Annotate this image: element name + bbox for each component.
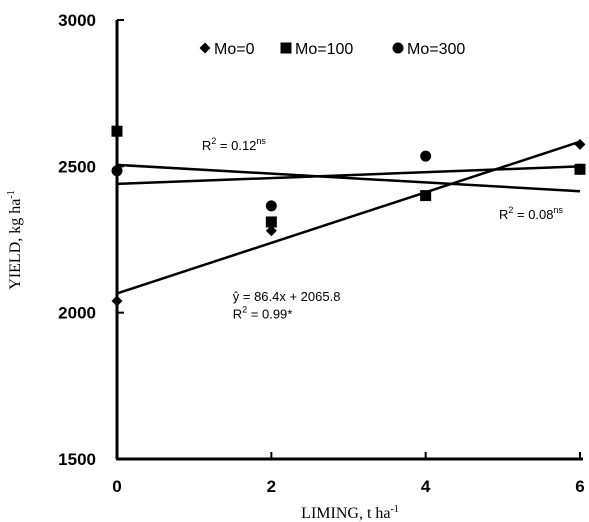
annotation-3: R2 = 0.99* (233, 305, 293, 322)
point-series-1-0 (111, 125, 123, 137)
annotation-0: R2 = 0.12ns (202, 136, 267, 153)
legend-label-series-0: Mo=0 (214, 41, 255, 58)
point-series-1-1 (265, 216, 277, 228)
legend: Mo=0 Mo=100 Mo=300 (199, 41, 465, 58)
y-tick-label-2500: 2500 (58, 157, 96, 176)
point-series-0-3 (574, 138, 586, 150)
annotations: R2 = 0.12ns R2 = 0.08ns ŷ = 86.4x + 2065.8… (202, 136, 564, 321)
axes (115, 20, 583, 461)
data-markers (111, 125, 586, 307)
x-tick-label-6: 6 (575, 477, 584, 496)
annotation-2: ŷ = 86.4x + 2065.8 (233, 289, 341, 304)
x-axis-title: LIMING, t ha-1 (301, 504, 399, 522)
x-tick-label-4: 4 (421, 477, 431, 496)
point-series-2-2 (420, 150, 432, 162)
x-tick-label-0: 0 (112, 477, 121, 496)
tick-labels: 1500 2000 2500 3000 0 2 4 6 (58, 11, 585, 496)
trend-lines (116, 140, 581, 295)
trend-line-series-0 (116, 140, 581, 295)
point-series-0-1 (265, 225, 277, 237)
x-tick-label-2: 2 (267, 477, 276, 496)
point-series-2-3 (574, 163, 586, 175)
legend-label-series-2: Mo=300 (407, 41, 465, 58)
point-series-1-2 (420, 190, 432, 202)
y-tick-label-3000: 3000 (58, 11, 96, 30)
y-tick-label-1500: 1500 (58, 450, 96, 469)
y-axis-title: YIELD, kg ha-1 (6, 190, 24, 289)
legend-label-series-1: Mo=100 (295, 41, 353, 58)
point-series-2-1 (265, 200, 277, 212)
y-tick-label-2000: 2000 (58, 304, 96, 323)
legend-marker-series-2 (392, 42, 404, 54)
legend-marker-series-0 (199, 42, 211, 54)
legend-marker-series-1 (280, 42, 292, 54)
trend-line-series-2 (116, 163, 581, 193)
point-series-0-0 (111, 295, 123, 307)
ticks (116, 19, 581, 460)
trend-line-series-1 (116, 165, 581, 186)
annotation-1: R2 = 0.08ns (499, 205, 564, 222)
point-series-2-0 (111, 165, 123, 177)
